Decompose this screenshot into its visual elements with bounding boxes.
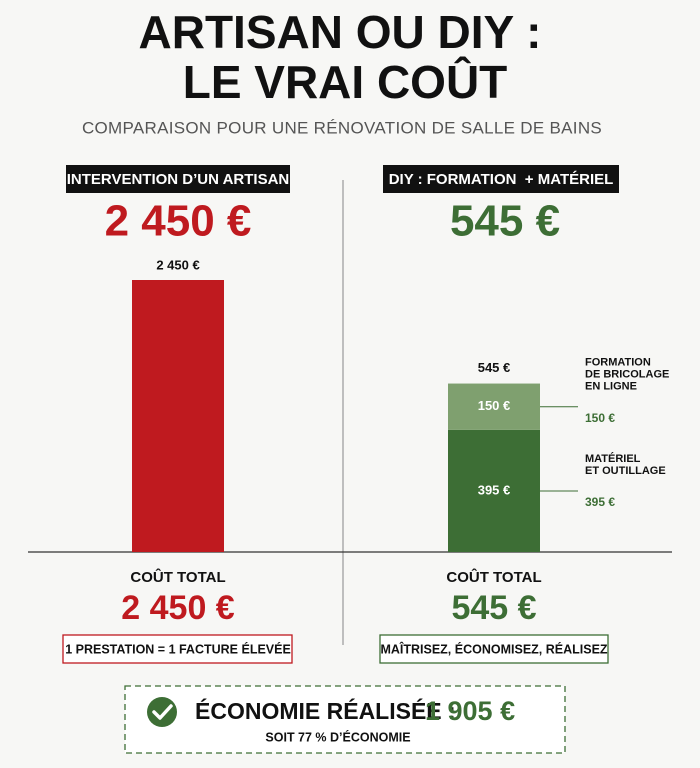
note-box [62, 634, 293, 664]
legend-label: DE BRICOLAGE [585, 369, 669, 381]
note: MAÎTRISEZ, ÉCONOMISEZ, RÉALISEZ [380, 641, 607, 656]
footer-value: 2 450 € [121, 589, 235, 627]
header-box [66, 165, 290, 193]
title-line: LE VRAI COÛT [183, 56, 508, 108]
check-mark [152, 704, 173, 720]
panel-title: INTERVENTION D’UN ARTISAN [67, 171, 290, 188]
savings-value: 1 905 € [425, 696, 515, 726]
legend-label: FORMATION [585, 357, 651, 369]
legend-value: 150 € [585, 411, 615, 425]
bar-segment [448, 383, 540, 430]
savings-box [124, 685, 566, 754]
header-box [383, 165, 619, 193]
headline: 2 450 € [105, 197, 252, 246]
segment-label: 150 € [478, 398, 511, 413]
check-icon [147, 697, 177, 727]
segment-label: 395 € [478, 482, 511, 497]
subtitle: COMPARAISON POUR UNE RÉNOVATION DE SALLE… [82, 118, 602, 137]
legend-label: EN LIGNE [585, 381, 637, 393]
bar [132, 280, 224, 552]
headline: 545 € [450, 197, 560, 246]
footer-label: COÛT TOTAL [130, 568, 225, 586]
footer-value: 545 € [451, 589, 536, 627]
footer-label: COÛT TOTAL [446, 568, 541, 586]
legend-value: 395 € [585, 495, 615, 509]
legend-label: MATÉRIEL [585, 452, 641, 465]
panel-title: DIY : FORMATION + MATÉRIEL [389, 171, 614, 188]
bar-segment [448, 429, 540, 552]
legend-label: ET OUTILLAGE [585, 465, 666, 477]
savings-label: ÉCONOMIE RÉALISÉE : [195, 697, 456, 724]
note: 1 PRESTATION = 1 FACTURE ÉLEVÉE [65, 641, 291, 656]
savings-note: SOIT 77 % D’ÉCONOMIE [265, 729, 410, 744]
total-label: 545 € [478, 360, 511, 375]
note-box [379, 634, 609, 664]
title-line: ARTISAN OU DIY : [139, 6, 542, 58]
value-label: 2 450 € [156, 257, 199, 272]
